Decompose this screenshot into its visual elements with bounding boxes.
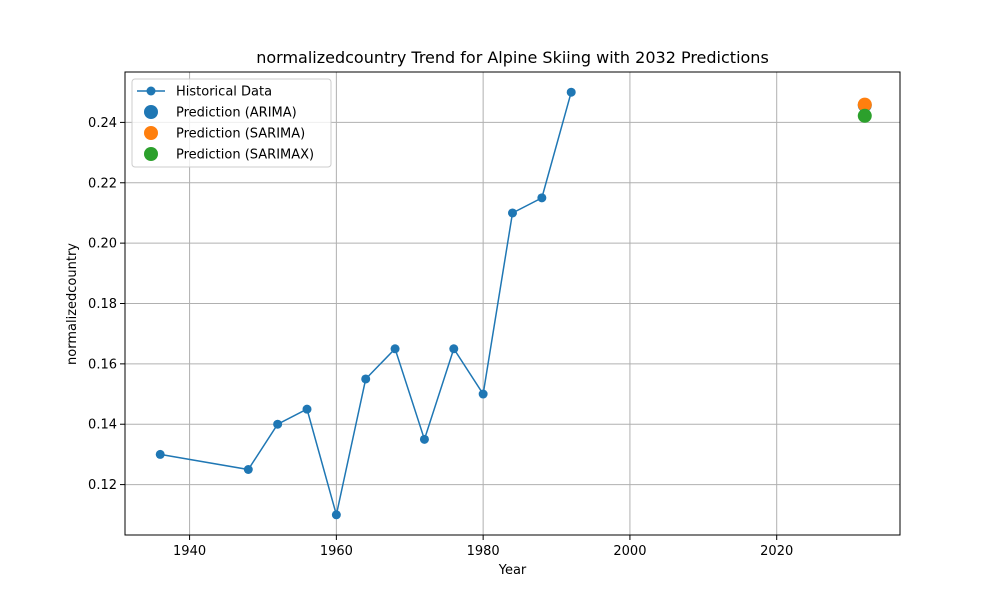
legend-entry: Prediction (SARIMAX)	[144, 147, 314, 163]
legend-entry: Historical Data	[137, 85, 272, 100]
data-point	[273, 419, 283, 429]
chart-title: normalizedcountry Trend for Alpine Skiin…	[256, 48, 769, 67]
y-tick-label: 0.16	[88, 357, 117, 372]
x-tick-label: 1940	[173, 544, 206, 559]
legend-marker	[146, 86, 156, 96]
data-point	[537, 193, 547, 203]
legend: Historical Data Prediction (ARIMA) Predict…	[131, 78, 332, 168]
data-point	[390, 344, 400, 354]
data-point	[302, 404, 312, 414]
legend-box	[131, 78, 332, 168]
series-0	[155, 87, 576, 520]
ticks: 1940 1960 1980 2000 2020 0.12 0.14 0.16 0.18 0.20…	[88, 116, 793, 559]
x-tick-label: 2020	[760, 544, 793, 559]
data-point	[419, 434, 429, 444]
legend-entry: Prediction (SARIMA)	[144, 126, 305, 142]
y-tick-label: 0.20	[88, 237, 117, 252]
data-point	[566, 87, 576, 97]
legend-label: Prediction (SARIMA)	[176, 127, 305, 142]
y-tick-label: 0.12	[88, 478, 117, 493]
x-tick-label: 2000	[613, 544, 646, 559]
data-point	[243, 465, 253, 475]
data-point	[449, 344, 459, 354]
series-3	[857, 108, 872, 123]
prediction-point	[857, 108, 872, 123]
series-layer	[155, 87, 872, 520]
x-axis-label: Year	[498, 563, 527, 578]
legend-marker	[144, 105, 158, 119]
series-2	[857, 97, 872, 112]
x-tick-label: 1960	[320, 544, 353, 559]
data-point	[478, 389, 488, 399]
grid	[125, 72, 900, 535]
y-tick-label: 0.18	[88, 297, 117, 312]
legend-marker	[144, 147, 158, 161]
y-tick-label: 0.22	[88, 176, 117, 191]
x-tick-label: 1980	[467, 544, 500, 559]
prediction-point	[857, 97, 872, 112]
y-axis-label: normalizedcountry	[65, 243, 80, 365]
y-tick-label: 0.24	[88, 116, 117, 131]
y-tick-label: 0.14	[88, 418, 117, 433]
legend-label: Historical Data	[176, 85, 272, 100]
legend-marker	[144, 126, 158, 140]
data-point	[361, 374, 371, 384]
legend-label: Prediction (ARIMA)	[176, 106, 297, 121]
legend-entry: Prediction (ARIMA)	[144, 105, 297, 121]
data-point	[508, 208, 517, 218]
legend-label: Prediction (SARIMAX)	[176, 148, 314, 163]
data-point	[331, 510, 341, 520]
data-point	[155, 449, 165, 459]
